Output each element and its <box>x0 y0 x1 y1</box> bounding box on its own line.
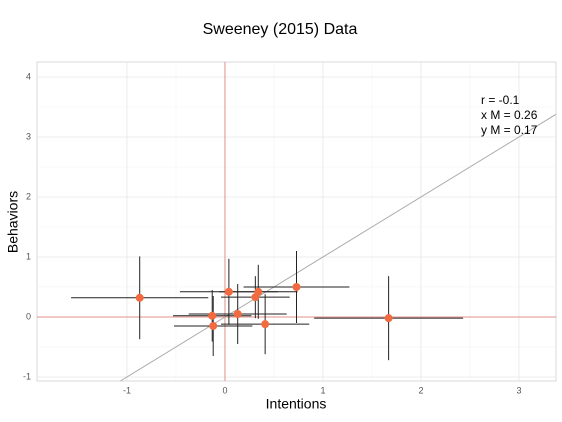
point <box>384 314 393 323</box>
identity-line <box>120 113 557 382</box>
plot-panel <box>36 61 557 382</box>
point <box>292 282 301 291</box>
y-axis-label: Behaviors <box>5 191 21 253</box>
point <box>233 309 242 318</box>
point <box>261 320 270 329</box>
annotation: x M = 0.26 <box>481 108 538 122</box>
annotation: y M = 0.17 <box>481 123 538 137</box>
x-axis-label: Intentions <box>266 396 327 412</box>
annotation: r = -0.1 <box>481 93 520 107</box>
point <box>208 311 217 320</box>
y-tick-label: 3 <box>26 131 31 141</box>
x-tick-label: -1 <box>123 385 131 395</box>
x-tick-label: 2 <box>418 385 423 395</box>
y-tick-label: -1 <box>23 371 31 381</box>
x-tick-label: 0 <box>222 385 227 395</box>
y-tick-label: 0 <box>26 311 31 321</box>
x-tick-label: 1 <box>320 385 325 395</box>
point <box>224 287 233 296</box>
point <box>251 293 260 302</box>
x-tick-label: 3 <box>516 385 521 395</box>
point <box>135 293 144 302</box>
y-tick-label: 2 <box>26 191 31 201</box>
y-tick-label: 4 <box>26 71 31 81</box>
y-tick-label: 1 <box>26 251 31 261</box>
point <box>209 321 218 330</box>
chart-title: Sweeney (2015) Data <box>203 21 358 38</box>
